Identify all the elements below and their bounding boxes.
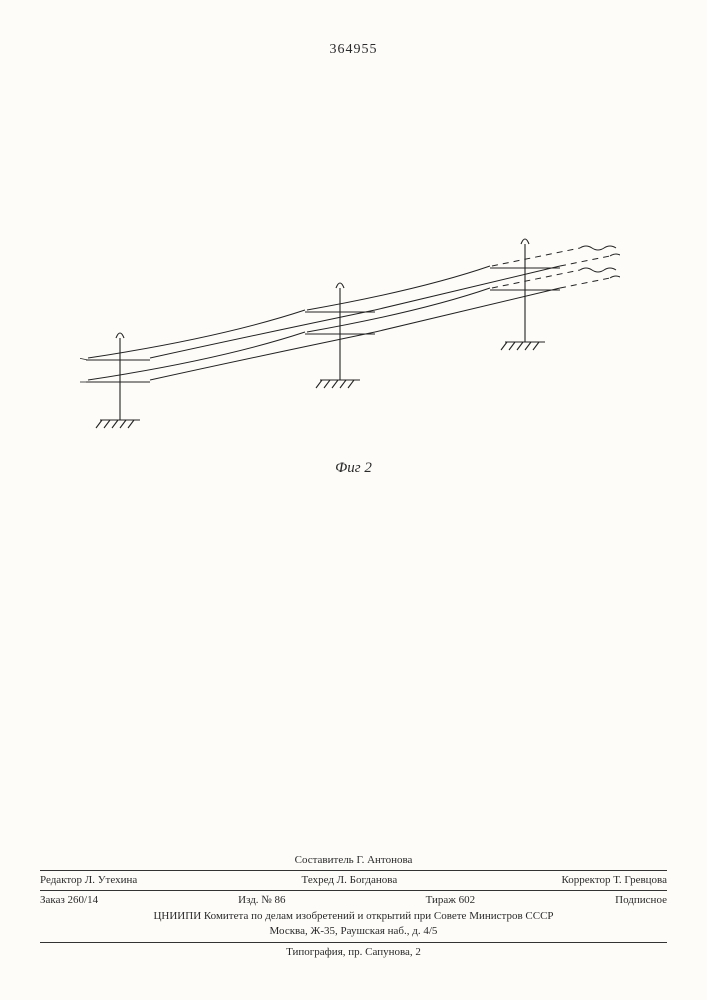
editor: Редактор Л. Утехина	[40, 873, 137, 888]
corrector: Корректор Т. Гревцова	[562, 873, 667, 888]
org-line-2: Москва, Ж-35, Раушская наб., д. 4/5	[40, 924, 667, 939]
order-no: Заказ 260/14	[40, 893, 98, 908]
colophon: Составитель Г. Антонова Редактор Л. Утех…	[40, 853, 667, 960]
divider	[40, 870, 667, 871]
composer-line: Составитель Г. Антонова	[40, 853, 667, 868]
divider	[40, 942, 667, 943]
figure-diagram: 8 9	[80, 230, 620, 450]
techred: Техред Л. Богданова	[302, 873, 398, 888]
figure-caption: Фиг 2	[0, 460, 707, 477]
tirazh: Тираж 602	[426, 893, 476, 908]
org-line-1: ЦНИИПИ Комитета по делам изобретений и о…	[40, 909, 667, 924]
typography-line: Типография, пр. Сапунова, 2	[40, 945, 667, 960]
subscription: Подписное	[615, 893, 667, 908]
divider	[40, 890, 667, 891]
izd-no: Изд. № 86	[238, 893, 285, 908]
page-number: 364955	[0, 42, 707, 58]
